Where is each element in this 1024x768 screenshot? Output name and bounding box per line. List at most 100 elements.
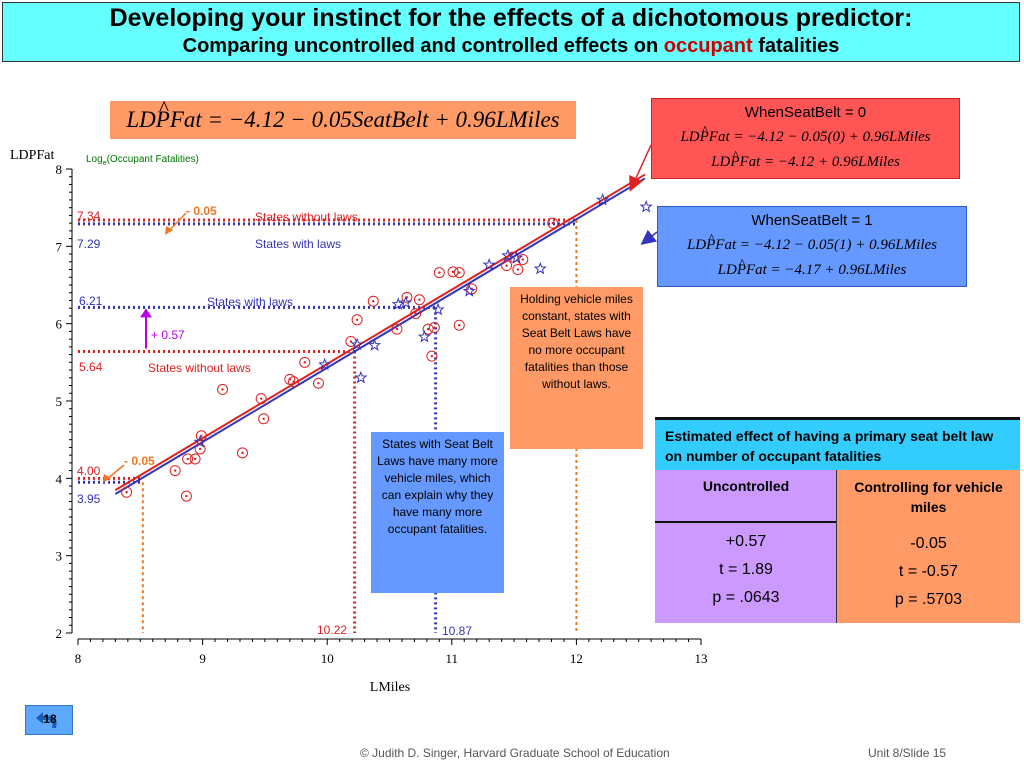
law-line1-rhs: = −4.12 − 0.05(1) + 0.96LMiles (736, 237, 938, 253)
no-law-point-ring (453, 319, 465, 331)
no-law-point (284, 373, 296, 385)
y-sublabel-subscript: e (103, 160, 107, 167)
no-law-point-dot (185, 494, 188, 498)
main-eq-lhs: LDPFat (126, 90, 202, 139)
controlled-column-header: Controlling for vehicle miles (837, 470, 1020, 522)
law-point (533, 261, 547, 275)
value-label-6-21: 6.21 (79, 294, 103, 308)
y-sublabel-rest: (Occupant Fatalities) (107, 154, 199, 165)
no-law-point (236, 447, 248, 459)
law-point (354, 370, 368, 384)
no-law-point-dot (451, 270, 455, 274)
no-law-point-dot (505, 264, 508, 267)
no-law-point-dot (458, 271, 461, 274)
no-law-point-dot (186, 457, 189, 461)
x-tick-label: 13 (695, 651, 708, 666)
no-law-line1-lhs: LDPFat (680, 118, 729, 150)
no-law-point (517, 253, 529, 265)
no-law-line1: LDPFat = −4.12 − 0.05(0) + 0.96LMiles (652, 118, 959, 150)
no-law-point-dot (551, 221, 554, 225)
law-point (595, 192, 610, 206)
no-law-point-ring (391, 323, 403, 335)
no-law-point (512, 264, 524, 276)
no-law-point-dot (193, 457, 197, 461)
no-law-point (426, 350, 438, 362)
label-no-law-mid: States without laws (148, 361, 251, 375)
law-point (462, 284, 476, 297)
law-point (501, 248, 515, 262)
no-law-point-ring (428, 322, 440, 334)
return-arrow-icon (36, 712, 57, 728)
no-law-point (410, 308, 422, 320)
no-law-header: WhenSeatBelt = 0 (744, 104, 867, 121)
no-law-point-dot (521, 258, 525, 261)
no-law-point-dot (259, 397, 263, 400)
y-tick-label: 3 (56, 549, 63, 564)
diff-label-controlled-high: - 0.05 (186, 204, 217, 218)
no-law-point (453, 319, 465, 331)
no-law-line2: LDPFat = −4.12 + 0.96LMiles (652, 143, 959, 175)
no-law-point (433, 267, 445, 279)
subtitle-text-after: fatalities (752, 35, 840, 57)
table-mid-rule (655, 521, 837, 523)
y-ticks: 2 3 4 5 6 7 8 (56, 162, 72, 641)
uncontrolled-estimate: +0.57 (725, 533, 767, 550)
no-law-point (299, 356, 311, 368)
main-eq-rhs: = −4.12 − 0.05SeatBelt + 0.96LMiles (201, 107, 560, 132)
no-law-line2-rhs: = −4.12 + 0.96LMiles (760, 154, 900, 170)
no-law-point-ring (195, 430, 207, 442)
footer-slide-ref: Unit 8/Slide 15 (868, 746, 947, 760)
no-law-point-ring (422, 323, 434, 335)
x-tick-label: 10 (321, 651, 334, 666)
law-point (431, 302, 445, 316)
no-law-point-ring (299, 356, 311, 368)
y-tick-label: 6 (56, 317, 63, 332)
law-line2-rhs: = −4.17 + 0.96LMiles (766, 262, 907, 278)
law-point (482, 257, 496, 271)
no-law-point-ring (169, 465, 181, 477)
no-law-point-dot (292, 380, 295, 383)
y-tick-label: 2 (56, 626, 63, 641)
slide-number-button[interactable]: 18 (25, 705, 73, 735)
x-tick-label: 8 (75, 651, 82, 666)
no-law-point-dot (241, 451, 244, 455)
value-label-4-00: 4.00 (77, 464, 101, 478)
no-law-point-dot (125, 491, 128, 494)
no-law-point-ring (447, 266, 459, 278)
no-law-point-ring (288, 376, 300, 388)
no-law-point-ring (182, 453, 194, 465)
controlled-p: p = .5703 (894, 591, 963, 608)
x-ticks: 8 9 10 11 12 13 (75, 639, 708, 666)
no-law-point-dot (200, 434, 203, 437)
x-axis-label: LMiles (370, 680, 410, 695)
no-law-line1-rhs: = −4.12 − 0.05(0) + 0.96LMiles (729, 129, 931, 145)
slide-subtitle: Comparing uncontrolled and controlled ef… (3, 33, 1019, 59)
fit-line-no-law (114, 173, 646, 491)
data-points (121, 192, 653, 502)
no-law-point-ring (351, 314, 363, 326)
footer-credit: © Judith D. Singer, Harvard Graduate Sch… (360, 746, 670, 760)
controlled-values: -0.05 t = -0.57 p = .5703 (837, 522, 1020, 623)
diff-arrow-head-high (165, 226, 173, 235)
subtitle-accent-word: occupant (663, 35, 753, 57)
no-law-point-dot (198, 447, 202, 451)
y-sublabel-prefix: Log (86, 154, 103, 165)
law-point (318, 357, 332, 371)
note-holding-constant: Holding vehicle miles constant, states w… (510, 287, 643, 449)
no-law-point-ring (217, 383, 229, 395)
no-law-point-ring (258, 413, 270, 425)
no-law-point-dot (173, 469, 177, 472)
no-law-point (189, 453, 201, 465)
annotations: 7.34 7.29 6.21 5.64 4.00 3.95 10.22 10.8… (77, 204, 472, 638)
no-law-point-ring (547, 217, 559, 229)
no-law-point-dot (221, 388, 224, 391)
y-tick-label: 5 (56, 394, 63, 409)
note-vehicle-miles: States with Seat Belt Laws have many mor… (371, 432, 504, 593)
y-axis-sublabel: Loge(Occupant Fatalities) (86, 154, 199, 167)
no-law-point-dot (372, 300, 375, 303)
no-law-point (288, 376, 300, 388)
y-tick-label: 7 (56, 239, 63, 254)
no-law-point-ring (501, 260, 513, 272)
no-law-point (428, 322, 440, 334)
no-law-line2-lhs: LDPFat (711, 143, 760, 175)
